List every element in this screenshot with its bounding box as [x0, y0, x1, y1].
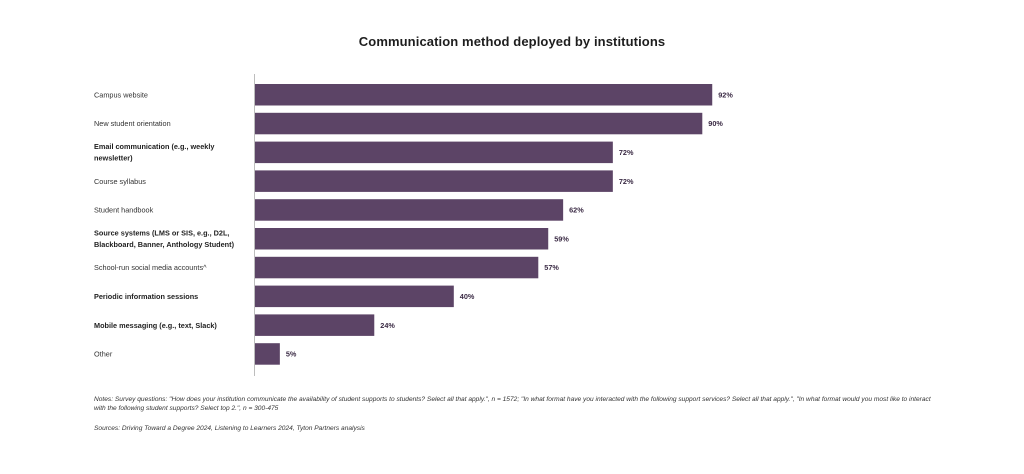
category-label-4: Student handbook: [94, 206, 154, 215]
bar-4: [255, 199, 564, 221]
category-label-0: Campus website: [94, 90, 148, 99]
bar-8: [255, 314, 375, 336]
category-label-3: Course syllabus: [94, 177, 146, 186]
notes-text: Notes: Survey questions: "How does your …: [94, 396, 931, 412]
value-label-7: 40%: [460, 292, 475, 301]
value-label-9: 5%: [286, 350, 297, 359]
category-label-2: Email communication (e.g., weekly newslet…: [94, 142, 215, 163]
category-label-7: Periodic information sessions: [94, 292, 198, 301]
category-label-9: Other: [94, 350, 113, 359]
value-label-2: 72%: [619, 148, 634, 157]
bar-5: [255, 228, 549, 250]
value-label-6: 57%: [544, 263, 559, 272]
bar-3: [255, 170, 613, 192]
sources-text: Sources: Driving Toward a Degree 2024, L…: [94, 425, 365, 432]
value-label-8: 24%: [380, 321, 395, 330]
bar-2: [255, 141, 613, 164]
chart-title: Communication method deployed by institu…: [358, 34, 666, 49]
category-label-8: Mobile messaging (e.g., text, Slack): [94, 321, 217, 330]
category-label-1: New student orientation: [94, 119, 171, 128]
value-label-1: 90%: [708, 119, 723, 128]
bar-6: [255, 256, 539, 279]
category-labels-group: Campus website New student orientation Ema…: [94, 90, 235, 358]
bars-group: [255, 84, 713, 365]
category-label-6: School-run social media accounts^: [94, 263, 207, 272]
value-label-4: 62%: [569, 206, 584, 215]
bar-7: [255, 285, 454, 308]
bar-1: [255, 112, 703, 135]
value-labels-group: 92% 90% 72% 72% 62% 59% 57% 40% 24% 5%: [286, 90, 734, 358]
value-label-5: 59%: [554, 234, 569, 243]
value-label-0: 92%: [718, 90, 733, 99]
bar-0: [255, 84, 713, 106]
value-label-3: 72%: [619, 177, 634, 186]
category-label-5: Source systems (LMS or SIS, e.g., D2L, Bl…: [94, 229, 235, 250]
bar-9: [255, 343, 280, 365]
